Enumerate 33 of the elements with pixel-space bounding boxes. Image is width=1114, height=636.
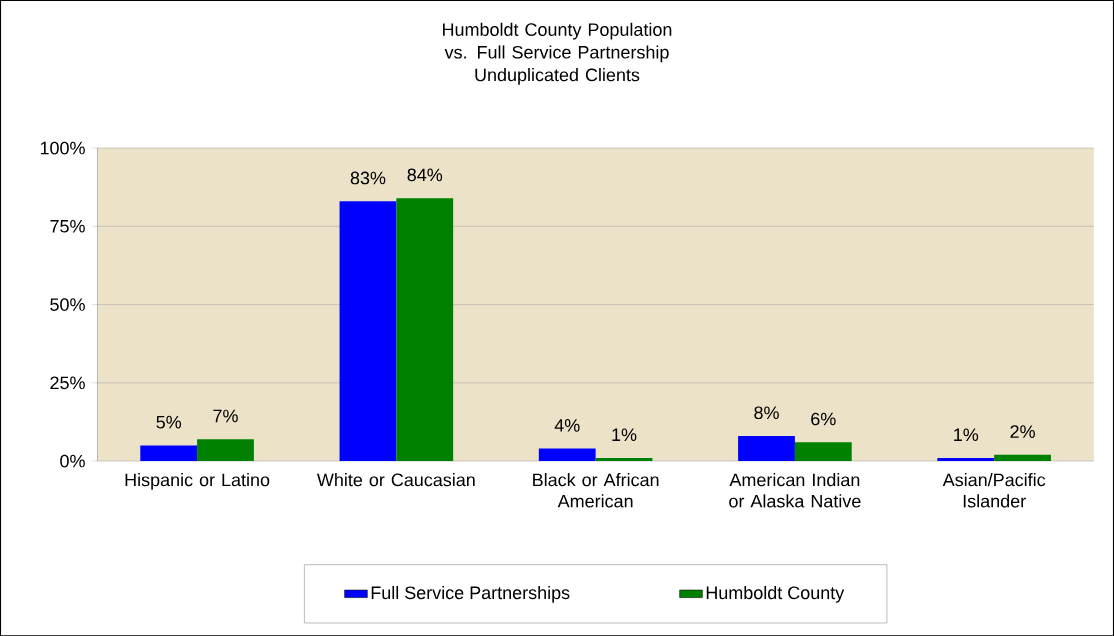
y-tick-label: 75% bbox=[50, 219, 85, 233]
bar bbox=[595, 457, 653, 461]
data-label: 7% bbox=[213, 409, 238, 423]
x-tick-label: American Indian or Alaska Native bbox=[729, 472, 861, 508]
chart-title: Humboldt County Population vs. Full Service Partnership Unduplicated Clients bbox=[443, 22, 672, 85]
data-label: 1% bbox=[612, 428, 637, 441]
bar bbox=[794, 442, 852, 461]
bar bbox=[994, 454, 1051, 461]
bar bbox=[339, 201, 397, 461]
data-label: 83% bbox=[350, 171, 386, 185]
x-tick-label: Hispanic or Latino bbox=[125, 472, 270, 490]
bar bbox=[738, 435, 795, 461]
legend-label: Full Service Partnerships bbox=[371, 585, 570, 603]
x-tick-label: Asian/Pacific Islander bbox=[942, 472, 1046, 508]
bar bbox=[937, 457, 995, 461]
bar bbox=[140, 445, 198, 461]
bar bbox=[197, 438, 254, 461]
data-label: 4% bbox=[554, 418, 580, 432]
bar bbox=[538, 448, 596, 461]
data-label: 1% bbox=[954, 428, 979, 441]
y-tick-label: 50% bbox=[50, 297, 85, 311]
data-label: 84% bbox=[407, 168, 443, 181]
legend-label: Humboldt County bbox=[706, 585, 845, 603]
x-tick-label: Black or African American bbox=[533, 472, 659, 508]
x-tick-label: White or Caucasian bbox=[316, 472, 475, 486]
bar bbox=[396, 197, 454, 461]
data-label: 8% bbox=[754, 406, 779, 419]
data-label: 2% bbox=[1010, 425, 1035, 438]
y-tick-label: 0% bbox=[60, 454, 85, 468]
data-label: 5% bbox=[156, 415, 182, 429]
y-tick-label: 25% bbox=[50, 376, 85, 389]
y-tick-label: 100% bbox=[40, 141, 85, 155]
data-label: 6% bbox=[811, 412, 836, 426]
